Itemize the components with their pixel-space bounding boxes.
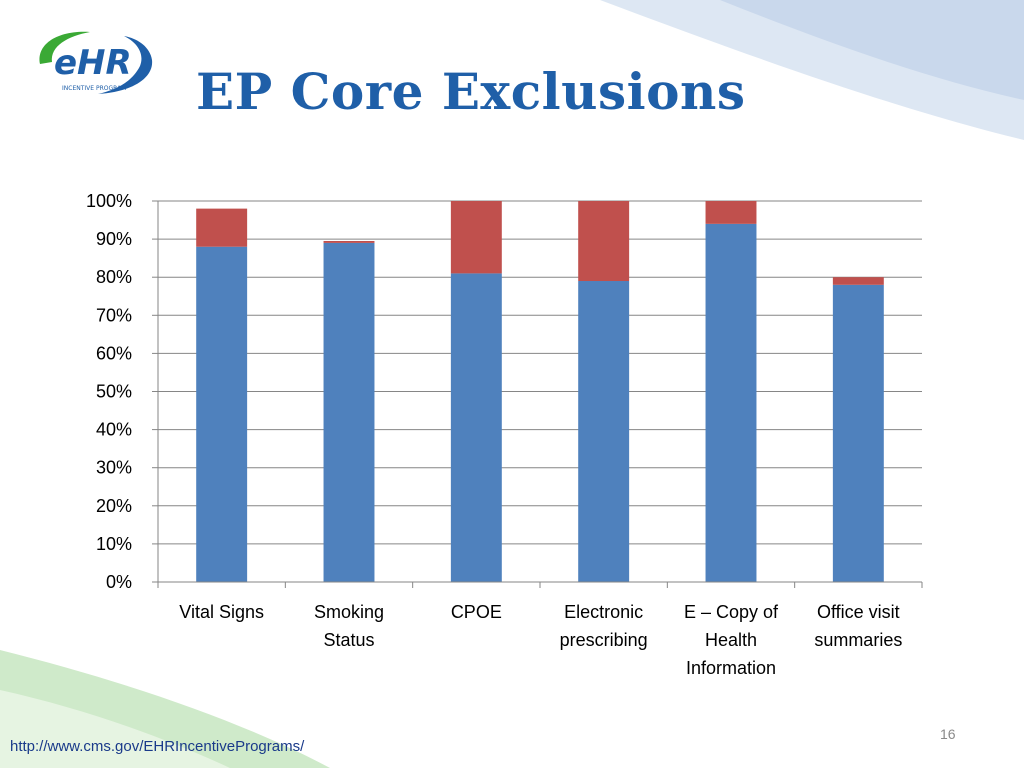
bar-segment: [705, 223, 757, 583]
y-tick-label: 10%: [96, 534, 132, 554]
axes: [152, 200, 923, 588]
y-tick-labels: 0% 10% 20% 30% 40% 50% 60% 70% 80% 90% 100%: [86, 191, 132, 592]
bar-segment: [450, 273, 502, 582]
top-right-swoosh-light: [720, 0, 1024, 100]
y-tick-label: 60%: [96, 343, 132, 363]
y-tick-label: 30%: [96, 458, 132, 478]
logo-text: eHR: [54, 43, 132, 83]
gridlines: [158, 200, 922, 583]
x-tick-label: Vital Signs: [179, 602, 264, 622]
x-tick-labels: Vital Signs Smoking Status CPOE Electronic pr…: [179, 602, 902, 678]
x-tick-label: Office visit summaries: [814, 602, 902, 650]
y-tick-label: 90%: [96, 229, 132, 249]
bar-segment: [323, 242, 375, 582]
bars: [196, 201, 884, 583]
source-link[interactable]: http://www.cms.gov/EHRIncentivePrograms/: [10, 738, 305, 755]
bar-segment: [450, 201, 502, 274]
y-tick-label: 100%: [86, 191, 132, 211]
bottom-left-swoosh-light: [0, 690, 230, 768]
bar-segment: [578, 281, 630, 582]
page-number: 16: [940, 726, 956, 742]
bar-segment: [196, 246, 248, 582]
logo-green-arc: [39, 31, 90, 64]
bar-segment: [196, 208, 248, 247]
bar-segment: [832, 277, 884, 285]
logo-subtext: INCENTIVE PROGRAM: [62, 85, 126, 92]
bar-segment: [832, 284, 884, 582]
bar-segment: [578, 201, 630, 282]
y-tick-label: 0%: [106, 572, 132, 592]
y-tick-label: 50%: [96, 382, 132, 402]
y-tick-label: 40%: [96, 420, 132, 440]
bar-segment: [705, 201, 757, 224]
ehr-logo: eHR INCENTIVE PROGRAM: [39, 31, 153, 94]
x-tick-label: Electronic prescribing: [560, 602, 648, 650]
logo-blue-arc: [98, 36, 153, 94]
slide-title: EP Core Exclusions: [196, 62, 746, 121]
x-tick-label: CPOE: [451, 602, 502, 622]
x-tick-label: Smoking Status: [314, 602, 384, 650]
x-tick-label: E – Copy of Health Information: [684, 602, 779, 678]
y-tick-label: 70%: [96, 305, 132, 325]
y-tick-label: 20%: [96, 496, 132, 516]
bar-segment: [323, 241, 375, 243]
y-tick-label: 80%: [96, 267, 132, 287]
